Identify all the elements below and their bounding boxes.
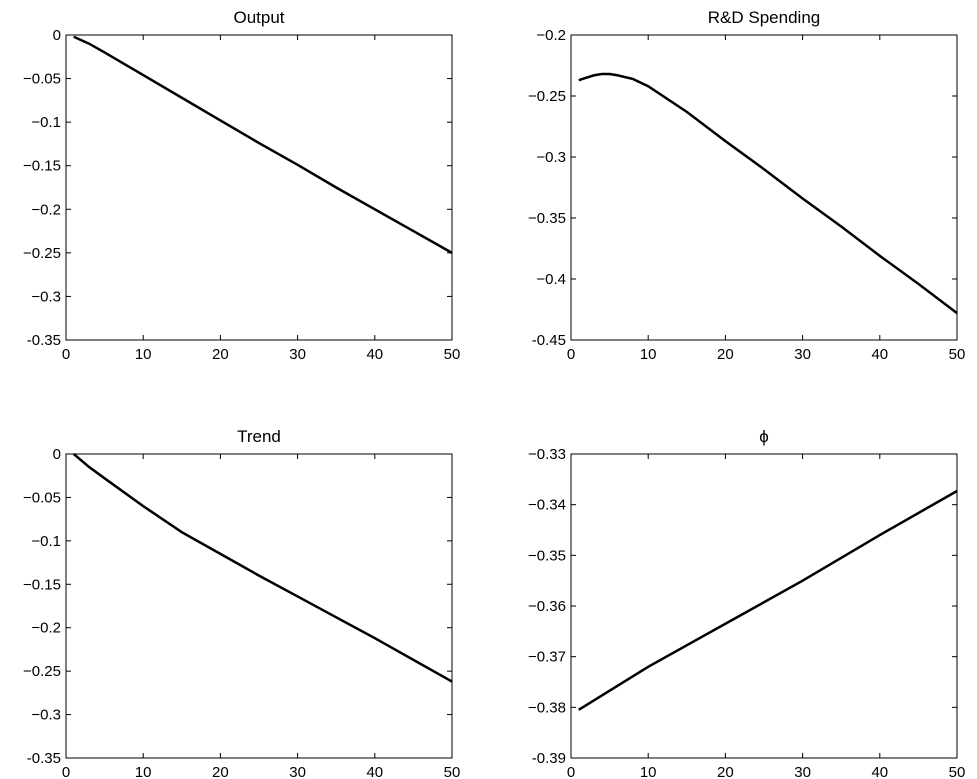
y-tick-label: −0.25 [23,245,61,262]
line [578,72,958,315]
axes-box [570,34,958,341]
y-tick-label: −0.2 [31,201,61,218]
axes-box [65,453,453,759]
x-tick-label: 30 [794,346,811,363]
y-tick-label: -0.35 [27,332,61,349]
x-tick-label: 40 [871,346,888,363]
x-tick-label: 20 [717,764,734,779]
y-tick-label: −0.34 [528,497,566,514]
x-tick-label: 50 [444,346,461,363]
y-tick-label: -0.35 [27,750,61,767]
y-tick-label: −0.2 [536,27,566,44]
x-tick-label: 40 [366,346,383,363]
x-tick-label: 0 [62,346,70,363]
x-tick-label: 20 [717,346,734,363]
axes-box [65,34,453,341]
x-tick-label: 50 [444,764,461,779]
y-tick-label: −0.15 [23,158,61,175]
x-tick-label: 20 [212,764,229,779]
y-tick-label: −0.1 [31,533,61,550]
y-tick-label: −0.15 [23,576,61,593]
y-tick-label: −0.25 [528,88,566,105]
x-tick-label: 0 [62,764,70,779]
x-tick-label: 50 [949,346,966,363]
subplot-title: Output [233,8,284,27]
y-tick-label: 0 [53,446,61,463]
x-tick-label: 30 [289,346,306,363]
x-tick-label: 0 [567,346,575,363]
y-tick-label: −0.3 [31,288,61,305]
y-tick-label: −0.4 [536,271,566,288]
line [578,489,958,711]
y-tick-label: −0.25 [23,663,61,680]
axes-box [570,453,958,759]
x-tick-label: 40 [871,764,888,779]
y-tick-label: −0.05 [23,71,61,88]
x-tick-label: 10 [640,346,657,363]
y-tick-label: −0.1 [31,114,61,131]
x-tick-label: 20 [212,346,229,363]
x-tick-label: 30 [794,764,811,779]
y-tick-label: −0.35 [528,210,566,227]
y-tick-label: −0.2 [31,620,61,637]
y-tick-label: −0.05 [23,489,61,506]
y-tick-label: −0.36 [528,598,566,615]
x-tick-label: 0 [567,764,575,779]
x-tick-label: 30 [289,764,306,779]
y-tick-label: −0.35 [528,547,566,564]
y-tick-label: −0.3 [536,149,566,166]
subplot-title: ϕ [759,427,769,446]
line [72,453,453,683]
y-tick-label: −0.3 [31,707,61,724]
x-tick-label: 10 [640,764,657,779]
y-tick-label: −0.37 [528,649,566,666]
x-tick-label: 10 [135,764,152,779]
x-tick-label: 50 [949,764,966,779]
y-tick-label: −0.33 [528,446,566,463]
y-tick-label: −0.38 [528,699,566,716]
subplot-title: R&D Spending [708,8,820,27]
subplot-title: Trend [237,427,281,446]
y-tick-label: -0.39 [532,750,566,767]
line [73,35,453,254]
x-tick-label: 10 [135,346,152,363]
x-tick-label: 40 [366,764,383,779]
y-tick-label: 0 [53,27,61,44]
y-tick-label: -0.45 [532,332,566,349]
